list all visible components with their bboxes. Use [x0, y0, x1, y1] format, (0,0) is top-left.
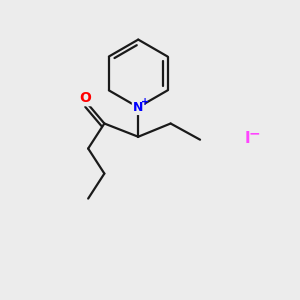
Text: O: O: [79, 91, 91, 105]
Text: +: +: [141, 97, 149, 107]
Text: −: −: [249, 127, 260, 141]
Text: I: I: [244, 131, 250, 146]
Text: N: N: [133, 101, 143, 114]
